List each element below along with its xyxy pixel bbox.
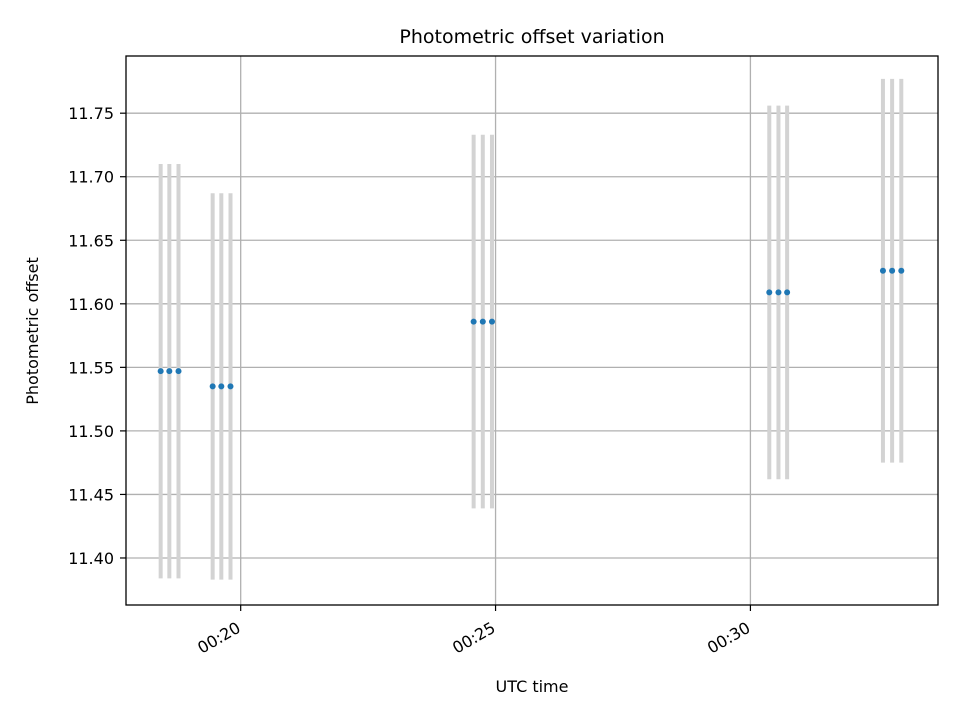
plot-frame	[125, 55, 939, 606]
data-point	[470, 318, 477, 325]
y-axis-label: Photometric offset	[23, 257, 42, 405]
data-point	[488, 318, 495, 325]
chart-title: Photometric offset variation	[399, 26, 664, 48]
data-point	[879, 267, 886, 274]
data-point	[175, 368, 182, 375]
data-point	[766, 289, 773, 296]
y-tick-label: 11.50	[68, 422, 114, 441]
data-point	[889, 267, 896, 274]
ticks: 11.40 11.45 11.50 11.55 11.60 11.65 11.70 11.75…	[68, 104, 753, 657]
data-point	[784, 289, 791, 296]
data-point	[227, 383, 234, 390]
y-tick-label: 11.45	[68, 485, 114, 504]
data-point	[209, 383, 216, 390]
y-tick-label: 11.65	[68, 231, 114, 250]
data-point	[775, 289, 782, 296]
data-point	[479, 318, 486, 325]
y-tick-label: 11.70	[68, 168, 114, 187]
data-point	[218, 383, 225, 390]
data-point	[898, 267, 905, 274]
y-tick-label: 11.60	[68, 295, 114, 314]
data-points	[157, 267, 905, 390]
grid	[126, 56, 938, 605]
y-tick-label: 11.75	[68, 104, 114, 123]
data-point	[157, 368, 164, 375]
y-tick-label: 11.40	[68, 549, 114, 568]
data-point	[166, 368, 173, 375]
x-axis-label: UTC time	[496, 677, 569, 696]
y-tick-label: 11.55	[68, 358, 114, 377]
